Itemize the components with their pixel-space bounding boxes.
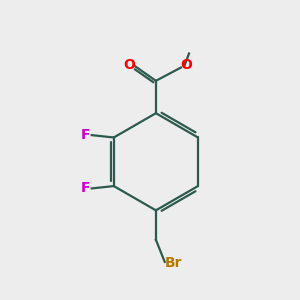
Text: F: F	[81, 128, 91, 142]
Text: Br: Br	[165, 256, 182, 270]
Text: F: F	[81, 182, 91, 195]
Text: O: O	[123, 58, 135, 72]
Text: O: O	[180, 58, 192, 72]
